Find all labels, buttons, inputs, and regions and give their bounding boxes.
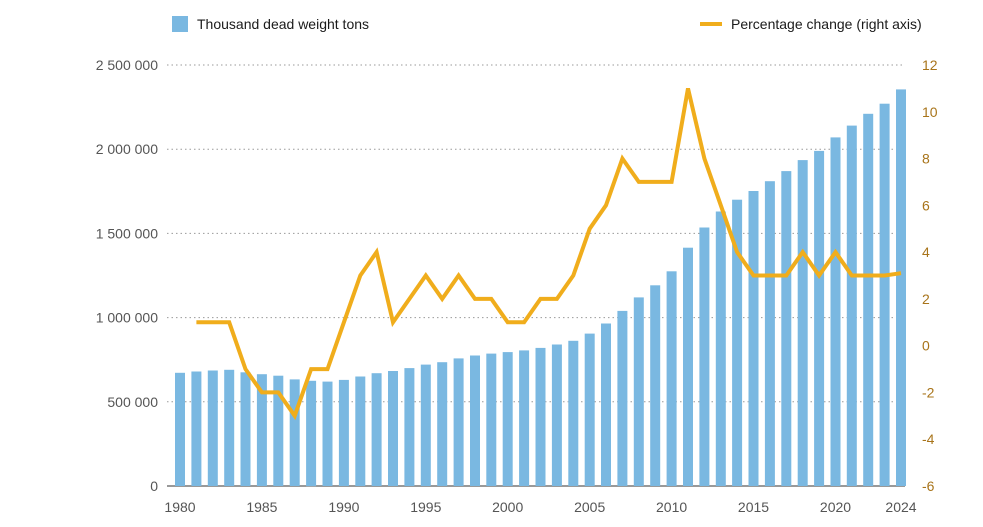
legend-bar-swatch [172,16,188,32]
bar [584,333,595,486]
bar [191,371,202,486]
right-tick-label: 10 [922,104,938,120]
bar [748,191,759,486]
bar [519,350,530,486]
bar [666,271,677,486]
right-tick-label: 2 [922,291,930,307]
bar [355,376,366,486]
right-tick-label: 0 [922,338,930,354]
legend-line-label: Percentage change (right axis) [731,16,922,32]
bar [879,103,890,486]
bar [633,297,644,486]
x-axis: 1980 1985 1990 1995 2000 2005 2010 2015 2020 2024 [164,499,916,515]
bar [175,372,185,486]
bar [470,355,480,486]
bar [568,340,579,486]
bar [207,370,218,486]
left-tick-label: 500 000 [107,394,158,410]
bar [650,285,661,486]
x-tick-label: 2000 [492,499,523,515]
right-tick-label: -6 [922,478,935,494]
bar [797,160,808,486]
bar [502,352,513,486]
x-tick-label: 2024 [885,499,916,515]
legend-bar-label: Thousand dead weight tons [197,16,369,32]
bar [273,375,284,486]
x-tick-label: 1995 [410,499,441,515]
bar [830,137,841,486]
right-tick-label: 6 [922,197,930,213]
bar [683,247,693,486]
x-tick-label: 1985 [246,499,277,515]
bar [486,353,497,486]
bar [846,125,857,486]
x-tick-label: 2010 [656,499,687,515]
bar [256,374,267,486]
bar [453,358,464,486]
x-tick-label: 2005 [574,499,605,515]
x-tick-label: 1980 [164,499,195,515]
bar [371,373,382,486]
left-axis: 0 500 000 1 000 000 1 500 000 2 000 000 2 500… [96,57,159,494]
legend: Thousand dead weight tons Percentage cha… [172,16,922,32]
bar [551,344,562,486]
right-tick-label: -2 [922,384,935,400]
bar [781,171,792,486]
right-tick-label: 12 [922,57,938,73]
bar [715,211,726,486]
bar [814,150,825,486]
bar [338,379,349,486]
line-path [196,87,902,421]
bar [404,368,415,486]
left-tick-label: 2 000 000 [96,141,158,157]
bar [535,347,546,486]
bar [289,379,300,486]
left-tick-label: 1 500 000 [96,225,158,241]
bar [617,310,628,486]
left-tick-label: 1 000 000 [96,310,158,326]
bar [240,372,251,486]
x-tick-label: 2020 [820,499,851,515]
left-tick-label: 2 500 000 [96,57,158,73]
bar [437,362,448,486]
bar [699,227,710,486]
bar [322,381,333,486]
right-tick-label: 8 [922,151,930,167]
bar [863,113,874,487]
bar [601,323,611,486]
bar [764,181,775,486]
bar [224,369,235,486]
bar [388,371,398,486]
right-axis: -6 -4 -2 0 2 4 6 8 10 12 [922,57,938,494]
right-tick-label: 4 [922,244,930,260]
bar [306,380,317,487]
right-tick-label: -4 [922,431,935,447]
x-tick-label: 2015 [738,499,769,515]
left-tick-label: 0 [150,478,158,494]
x-tick-label: 1990 [328,499,359,515]
bar-series [175,89,906,487]
line-series [196,87,902,421]
bar [420,364,431,486]
bar [896,89,906,487]
bar [732,199,743,486]
